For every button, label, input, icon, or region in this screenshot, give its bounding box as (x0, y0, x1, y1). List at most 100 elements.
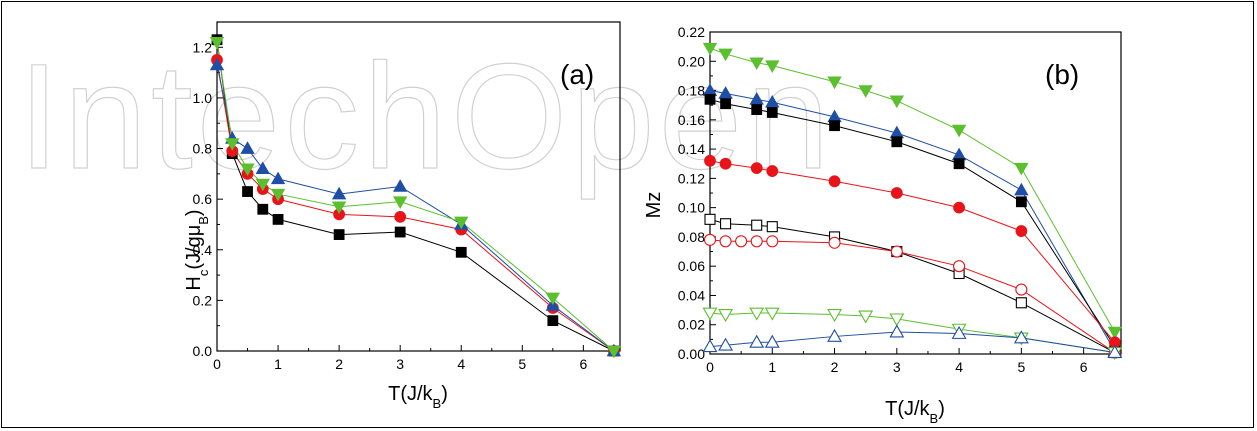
y-label-main: H (183, 276, 205, 290)
data-point (951, 147, 967, 161)
data-point (331, 186, 347, 200)
data-point (454, 216, 469, 230)
data-point (718, 337, 734, 351)
y-tick-label: 1.2 (193, 39, 213, 55)
data-point (750, 162, 763, 175)
data-point (719, 235, 732, 248)
y-tick-label: 0.08 (678, 229, 705, 245)
y-tick-label: 0.0 (193, 343, 213, 359)
data-point (1014, 182, 1029, 196)
x-tick-label: 5 (518, 356, 526, 372)
y-tick-label: 0.20 (678, 53, 705, 69)
x-label-main: T(J/k (388, 383, 433, 405)
x-label-sub: B (433, 396, 442, 411)
data-point (890, 245, 903, 258)
watermark: IntechOpen (18, 32, 834, 200)
series-line (216, 59, 615, 352)
data-point (764, 307, 780, 321)
series-line (216, 64, 615, 352)
x-label-end: ) (938, 398, 945, 420)
data-point (255, 161, 270, 175)
data-point (1013, 330, 1029, 344)
data-point (720, 218, 732, 230)
panel-b-ticks: 0 1 2 3 4 5 6 0.00 0.02 0.04 0.06 0.08 0.10 0.12 0.14 0… (678, 24, 1116, 375)
data-point (394, 210, 407, 223)
panel-a-plot-area (216, 21, 621, 352)
panel-a-x-axis-label: T(J/kB) (388, 383, 448, 411)
x-tick-label: 0 (706, 359, 714, 375)
series-line (216, 42, 615, 352)
data-point (547, 315, 559, 327)
y-tick-label: 0.8 (193, 141, 213, 157)
y-tick-label: 0.2 (193, 292, 213, 308)
data-point (766, 107, 778, 118)
y-label-sub-b: B (196, 216, 211, 225)
x-label-end: ) (441, 383, 448, 405)
series-line (709, 47, 1116, 333)
data-point (858, 310, 874, 324)
data-point (766, 165, 779, 177)
y-tick-label: 0.04 (678, 287, 705, 303)
data-point (255, 178, 270, 192)
data-point (331, 201, 347, 215)
data-point (749, 307, 765, 321)
data-point (858, 85, 873, 98)
x-tick-label: 1 (768, 359, 776, 375)
x-tick-label: 2 (335, 356, 343, 372)
data-point (1015, 225, 1028, 237)
data-point (953, 201, 965, 214)
data-point (751, 104, 763, 115)
data-point (889, 313, 905, 327)
panel-a-ticks: 0 1 2 3 4 5 6 0.0 0.2 0.4 0.6 0.8 1.0 1.2 (193, 39, 615, 372)
data-point (704, 154, 716, 167)
x-tick-label: 6 (1080, 359, 1088, 375)
y-tick-label: 0.06 (678, 258, 705, 274)
data-point (545, 292, 561, 306)
data-point (751, 219, 763, 231)
y-tick-label: 0.00 (678, 346, 705, 362)
panel-a-series (209, 34, 622, 359)
data-point (240, 163, 255, 177)
data-point (718, 309, 734, 323)
x-label-sub: B (930, 411, 939, 426)
data-point (766, 221, 778, 233)
data-point (827, 328, 842, 342)
panel-b-x-axis-label: T(J/kB) (885, 398, 945, 426)
data-point (606, 345, 622, 359)
series-line (216, 39, 615, 352)
data-point (704, 93, 716, 105)
data-point (704, 213, 716, 225)
panel-a-label: (a) (560, 59, 594, 90)
panel-b-y-axis-label: Mz (643, 192, 665, 219)
data-point (1107, 344, 1123, 358)
y-tick-label: 0.22 (678, 24, 705, 40)
y-tick-label: 0.10 (678, 200, 705, 216)
series-line (709, 312, 1115, 354)
data-point (209, 36, 225, 50)
data-point (225, 138, 240, 151)
panel-b: 0 1 2 3 4 5 6 0.00 0.02 0.04 0.06 0.08 0.10 0.12 0.14 0… (643, 24, 1123, 426)
data-point (272, 213, 284, 225)
data-point (719, 157, 732, 170)
x-tick-label: 3 (396, 356, 404, 372)
y-label-mid: (J/gμ (183, 225, 205, 270)
data-point (1014, 162, 1029, 176)
data-point (735, 235, 748, 248)
x-tick-label: 3 (893, 359, 901, 375)
data-point (953, 260, 966, 273)
x-tick-label: 6 (579, 356, 587, 372)
data-point (257, 203, 269, 215)
y-tick-label: 1.0 (193, 90, 213, 106)
data-point (889, 324, 905, 338)
x-label-main: T(J/k (885, 398, 930, 420)
data-point (240, 141, 255, 154)
y-tick-label: 0.18 (678, 83, 705, 99)
data-point (764, 334, 780, 348)
data-point (750, 235, 763, 248)
data-point (720, 98, 731, 110)
data-point (270, 171, 286, 185)
data-point (394, 226, 406, 238)
data-point (392, 196, 408, 209)
data-point (702, 42, 718, 56)
